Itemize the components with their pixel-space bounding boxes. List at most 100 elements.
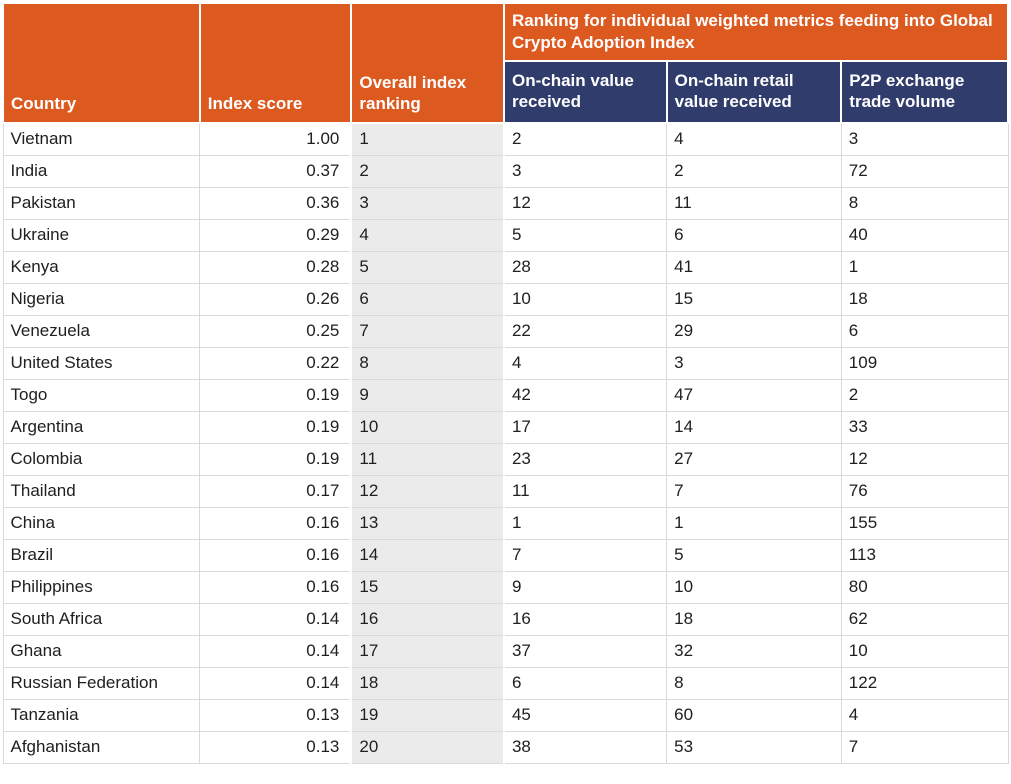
cell-p2p-exchange-trade-volume: 122 bbox=[841, 667, 1009, 700]
cell-country: Colombia bbox=[3, 443, 201, 476]
cell-country: Ukraine bbox=[3, 219, 201, 252]
cell-index-score: 0.17 bbox=[199, 475, 352, 508]
cell-index-score: 0.36 bbox=[199, 187, 352, 220]
cell-onchain-retail-value-received: 4 bbox=[666, 123, 842, 156]
table-body: Vietnam 1.00 1 2 4 3 India 0.37 2 3 2 72 Pakistan 0.3… bbox=[3, 123, 1009, 764]
cell-onchain-retail-value-received: 53 bbox=[666, 731, 842, 764]
table-row: China 0.16 13 1 1 155 bbox=[3, 507, 1009, 540]
table-row: South Africa 0.14 16 16 18 62 bbox=[3, 603, 1009, 636]
cell-onchain-value-received: 7 bbox=[503, 539, 668, 572]
table-row: Nigeria 0.26 6 10 15 18 bbox=[3, 283, 1009, 316]
cell-onchain-value-received: 5 bbox=[503, 219, 668, 252]
cell-p2p-exchange-trade-volume: 6 bbox=[841, 315, 1009, 348]
cell-onchain-retail-value-received: 29 bbox=[666, 315, 842, 348]
cell-onchain-value-received: 9 bbox=[503, 571, 668, 604]
cell-overall-index-ranking: 15 bbox=[350, 571, 505, 604]
cell-p2p-exchange-trade-volume: 2 bbox=[841, 379, 1009, 412]
cell-onchain-value-received: 42 bbox=[503, 379, 668, 412]
cell-overall-index-ranking: 20 bbox=[350, 731, 505, 764]
cell-onchain-value-received: 1 bbox=[503, 507, 668, 540]
cell-onchain-retail-value-received: 2 bbox=[666, 155, 842, 188]
cell-p2p-exchange-trade-volume: 3 bbox=[841, 123, 1009, 156]
cell-country: South Africa bbox=[3, 603, 201, 636]
cell-onchain-value-received: 2 bbox=[503, 123, 668, 156]
cell-index-score: 0.13 bbox=[199, 731, 352, 764]
cell-onchain-value-received: 28 bbox=[503, 251, 668, 284]
cell-onchain-retail-value-received: 41 bbox=[666, 251, 842, 284]
table-row: Pakistan 0.36 3 12 11 8 bbox=[3, 187, 1009, 220]
cell-country: Tanzania bbox=[3, 699, 201, 732]
cell-index-score: 0.14 bbox=[199, 667, 352, 700]
cell-overall-index-ranking: 10 bbox=[350, 411, 505, 444]
cell-country: Kenya bbox=[3, 251, 201, 284]
cell-index-score: 0.13 bbox=[199, 699, 352, 732]
cell-onchain-value-received: 4 bbox=[503, 347, 668, 380]
cell-overall-index-ranking: 1 bbox=[350, 123, 505, 156]
cell-country: Togo bbox=[3, 379, 201, 412]
cell-overall-index-ranking: 8 bbox=[350, 347, 505, 380]
cell-index-score: 0.26 bbox=[199, 283, 352, 316]
cell-onchain-retail-value-received: 8 bbox=[666, 667, 842, 700]
cell-country: Thailand bbox=[3, 475, 201, 508]
cell-overall-index-ranking: 7 bbox=[350, 315, 505, 348]
table-row: Togo 0.19 9 42 47 2 bbox=[3, 379, 1009, 412]
cell-p2p-exchange-trade-volume: 7 bbox=[841, 731, 1009, 764]
header-row-top: Country Index score Overall index rankin… bbox=[2, 2, 1010, 124]
cell-p2p-exchange-trade-volume: 8 bbox=[841, 187, 1009, 220]
cell-index-score: 0.16 bbox=[199, 539, 352, 572]
cell-onchain-retail-value-received: 5 bbox=[666, 539, 842, 572]
cell-p2p-exchange-trade-volume: 109 bbox=[841, 347, 1009, 380]
cell-country: India bbox=[3, 155, 201, 188]
cell-country: Pakistan bbox=[3, 187, 201, 220]
cell-overall-index-ranking: 13 bbox=[350, 507, 505, 540]
table-row: Afghanistan 0.13 20 38 53 7 bbox=[3, 731, 1009, 764]
cell-onchain-retail-value-received: 27 bbox=[666, 443, 842, 476]
group-header-weighted-metrics: Ranking for individual weighted metrics … bbox=[502, 2, 1010, 62]
cell-onchain-value-received: 23 bbox=[503, 443, 668, 476]
cell-onchain-value-received: 38 bbox=[503, 731, 668, 764]
cell-index-score: 0.16 bbox=[199, 507, 352, 540]
cell-overall-index-ranking: 18 bbox=[350, 667, 505, 700]
cell-onchain-retail-value-received: 47 bbox=[666, 379, 842, 412]
cell-onchain-retail-value-received: 32 bbox=[666, 635, 842, 668]
cell-onchain-retail-value-received: 15 bbox=[666, 283, 842, 316]
column-header-onchain-value-received: On-chain value received bbox=[502, 60, 668, 124]
cell-p2p-exchange-trade-volume: 10 bbox=[841, 635, 1009, 668]
cell-country: Venezuela bbox=[3, 315, 201, 348]
cell-p2p-exchange-trade-volume: 18 bbox=[841, 283, 1009, 316]
cell-p2p-exchange-trade-volume: 4 bbox=[841, 699, 1009, 732]
table-row: Ukraine 0.29 4 5 6 40 bbox=[3, 219, 1009, 252]
cell-country: Afghanistan bbox=[3, 731, 201, 764]
table-row: Kenya 0.28 5 28 41 1 bbox=[3, 251, 1009, 284]
cell-p2p-exchange-trade-volume: 1 bbox=[841, 251, 1009, 284]
cell-onchain-value-received: 45 bbox=[503, 699, 668, 732]
cell-index-score: 0.16 bbox=[199, 571, 352, 604]
table-row: Colombia 0.19 11 23 27 12 bbox=[3, 443, 1009, 476]
cell-country: Nigeria bbox=[3, 283, 201, 316]
cell-overall-index-ranking: 5 bbox=[350, 251, 505, 284]
cell-overall-index-ranking: 17 bbox=[350, 635, 505, 668]
cell-index-score: 0.28 bbox=[199, 251, 352, 284]
cell-onchain-retail-value-received: 10 bbox=[666, 571, 842, 604]
cell-country: Philippines bbox=[3, 571, 201, 604]
table-row: Thailand 0.17 12 11 7 76 bbox=[3, 475, 1009, 508]
cell-p2p-exchange-trade-volume: 40 bbox=[841, 219, 1009, 252]
cell-onchain-value-received: 16 bbox=[503, 603, 668, 636]
cell-index-score: 1.00 bbox=[199, 123, 352, 156]
cell-onchain-retail-value-received: 6 bbox=[666, 219, 842, 252]
cell-index-score: 0.19 bbox=[199, 379, 352, 412]
cell-country: Brazil bbox=[3, 539, 201, 572]
cell-index-score: 0.25 bbox=[199, 315, 352, 348]
cell-overall-index-ranking: 4 bbox=[350, 219, 505, 252]
cell-p2p-exchange-trade-volume: 62 bbox=[841, 603, 1009, 636]
column-header-onchain-retail-value-received: On-chain retail value received bbox=[665, 60, 843, 124]
header-row-sub: On-chain value received On-chain retail … bbox=[3, 60, 1009, 124]
cell-onchain-value-received: 12 bbox=[503, 187, 668, 220]
cell-onchain-retail-value-received: 60 bbox=[666, 699, 842, 732]
table-row: Argentina 0.19 10 17 14 33 bbox=[3, 411, 1009, 444]
cell-p2p-exchange-trade-volume: 33 bbox=[841, 411, 1009, 444]
cell-p2p-exchange-trade-volume: 76 bbox=[841, 475, 1009, 508]
cell-country: Vietnam bbox=[3, 123, 201, 156]
cell-onchain-value-received: 11 bbox=[503, 475, 668, 508]
